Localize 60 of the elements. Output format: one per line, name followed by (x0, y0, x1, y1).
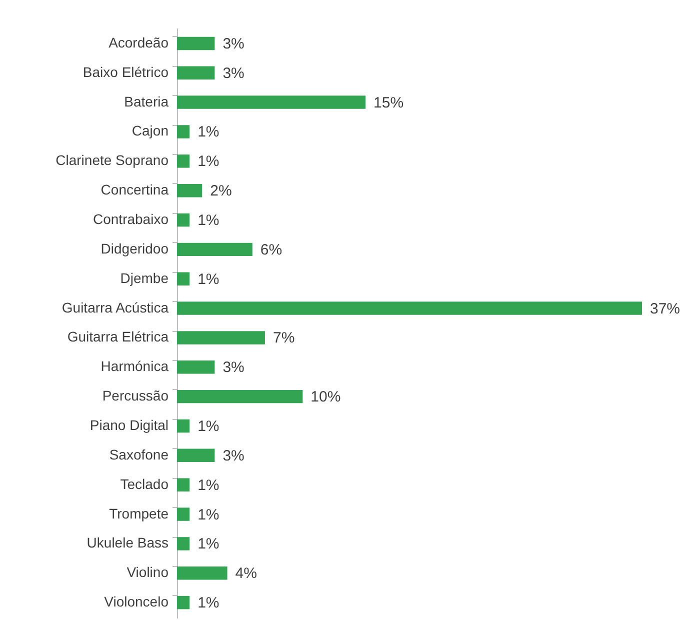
data-label: 3% (222, 359, 244, 376)
data-label: 1% (198, 506, 220, 524)
data-label: 2% (210, 182, 232, 200)
bar (177, 478, 190, 492)
bar (177, 66, 215, 80)
data-label: 3% (222, 447, 244, 464)
y-tick-label: Acordeão (108, 34, 169, 50)
y-tick-label: Baixo Elétrico (82, 64, 169, 80)
data-label: 15% (374, 94, 404, 112)
bar (177, 213, 190, 227)
bar (177, 36, 215, 50)
bar (177, 566, 228, 580)
y-tick-label: Teclado (120, 476, 169, 492)
data-label: 3% (222, 64, 244, 82)
y-tick-label: Trompete (109, 505, 169, 522)
data-label: 10% (310, 388, 341, 406)
y-tick-label: Contrabaixo (93, 211, 169, 228)
y-tick-label: Violoncelo (104, 594, 169, 610)
y-tick-label: Piano Digital (90, 416, 168, 433)
y-tick-label: Ukulele Bass (86, 534, 168, 551)
data-label: 7% (272, 330, 295, 347)
data-label: 1% (198, 270, 220, 288)
bar (177, 419, 190, 433)
bar (177, 272, 190, 286)
y-tick-label: Percussão (102, 388, 169, 404)
data-label: 1% (198, 594, 220, 612)
y-tick-label: Cajon (132, 122, 168, 139)
bar (177, 508, 190, 521)
y-tick-label: Violino (126, 564, 169, 580)
data-label: 1% (198, 418, 220, 435)
data-label: 1% (198, 476, 220, 494)
data-label: 37% (650, 300, 680, 318)
data-label: 1% (198, 212, 220, 230)
bar (177, 360, 215, 374)
data-label: 1% (198, 153, 220, 170)
data-label: 1% (198, 536, 220, 553)
bar (177, 154, 190, 168)
bar (177, 96, 366, 109)
bar (177, 242, 252, 256)
data-label: 4% (235, 565, 257, 582)
y-tick-label: Saxofone (109, 446, 169, 462)
y-tick-label: Didgeridoo (100, 240, 169, 256)
y-tick-label: Djembe (120, 270, 169, 286)
y-tick-label: Harmónica (100, 358, 169, 374)
y-tick-label: Concertina (100, 182, 169, 198)
y-tick-label: Bateria (124, 93, 169, 110)
bar (177, 448, 215, 462)
bar (177, 184, 202, 198)
data-label: 6% (260, 241, 282, 258)
data-label: 3% (222, 35, 244, 52)
bar (177, 331, 265, 344)
bar (177, 537, 190, 550)
data-label: 1% (198, 124, 220, 141)
bar (177, 596, 190, 610)
y-tick-label: Guitarra Acústica (62, 299, 169, 316)
bar (177, 125, 190, 138)
y-tick-label: Guitarra Elétrica (67, 328, 169, 345)
y-tick-label: Clarinete Soprano (56, 152, 169, 168)
bar (177, 390, 303, 404)
bar (177, 302, 642, 315)
